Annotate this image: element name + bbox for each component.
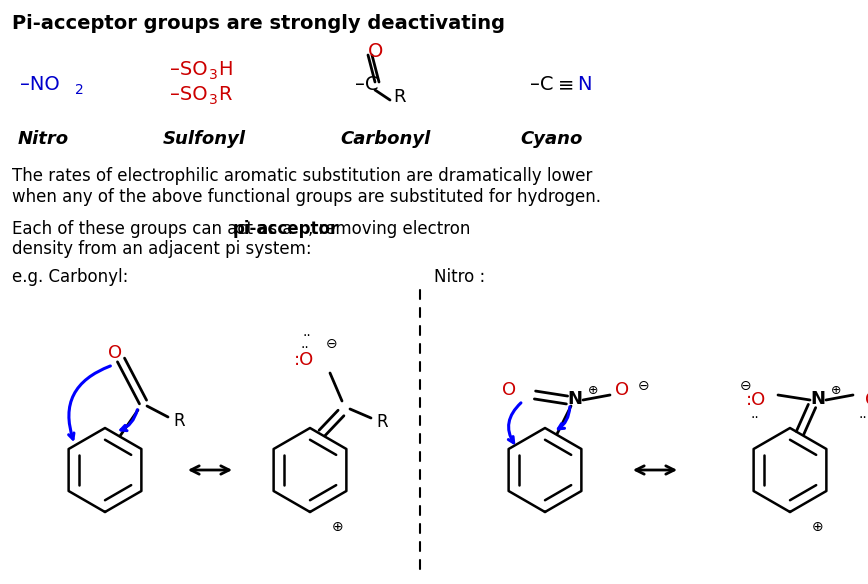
Text: ⊖: ⊖ [326, 337, 338, 351]
Text: ⊕: ⊕ [588, 384, 599, 397]
Text: ⊕: ⊕ [831, 384, 841, 397]
Text: ⊖: ⊖ [740, 379, 752, 393]
Text: Sulfonyl: Sulfonyl [163, 130, 246, 148]
Text: The rates of electrophilic aromatic substitution are dramatically lower: The rates of electrophilic aromatic subs… [12, 167, 592, 185]
Text: –SO: –SO [170, 85, 207, 104]
Text: e.g. Carbonyl:: e.g. Carbonyl: [12, 268, 128, 286]
Text: Nitro :: Nitro : [434, 268, 485, 286]
Text: ⊕: ⊕ [812, 520, 824, 534]
Text: ≡: ≡ [558, 75, 575, 94]
Text: :O: :O [294, 351, 314, 369]
Text: ..: .. [300, 337, 309, 351]
Text: pi-acceptor: pi-acceptor [233, 220, 339, 238]
Text: ..: .. [750, 407, 759, 421]
Text: ..: .. [859, 407, 868, 421]
Text: , removing electron: , removing electron [308, 220, 470, 238]
Text: R: R [376, 413, 388, 431]
Text: density from an adjacent pi system:: density from an adjacent pi system: [12, 240, 312, 258]
Text: Each of these groups can act as a: Each of these groups can act as a [12, 220, 298, 238]
Text: O: O [368, 42, 384, 61]
Text: O: O [615, 381, 629, 399]
Text: 2: 2 [75, 83, 83, 97]
Text: when any of the above functional groups are substituted for hydrogen.: when any of the above functional groups … [12, 188, 601, 206]
Text: H: H [218, 60, 233, 79]
Text: N: N [568, 390, 582, 408]
Text: ⊖: ⊖ [638, 379, 649, 393]
Text: –C: –C [355, 75, 378, 94]
Text: Cyano: Cyano [520, 130, 582, 148]
Text: Pi-acceptor groups are strongly deactivating: Pi-acceptor groups are strongly deactiva… [12, 14, 505, 33]
Text: ⊕: ⊕ [332, 520, 344, 534]
Text: Nitro: Nitro [18, 130, 69, 148]
Text: N: N [577, 75, 591, 94]
Text: –NO: –NO [20, 75, 60, 94]
Text: R: R [173, 412, 185, 430]
Text: O: O [502, 381, 516, 399]
Text: –C: –C [530, 75, 554, 94]
Text: –SO: –SO [170, 60, 207, 79]
Text: R: R [393, 88, 405, 106]
Text: O: O [108, 344, 122, 362]
Text: ..: .. [302, 325, 311, 339]
Text: 3: 3 [209, 93, 218, 107]
Text: Carbonyl: Carbonyl [340, 130, 431, 148]
Text: 3: 3 [209, 68, 218, 82]
Text: R: R [218, 85, 232, 104]
Text: :O: :O [746, 391, 766, 409]
Text: O:: O: [865, 391, 868, 409]
Text: N: N [811, 390, 825, 408]
